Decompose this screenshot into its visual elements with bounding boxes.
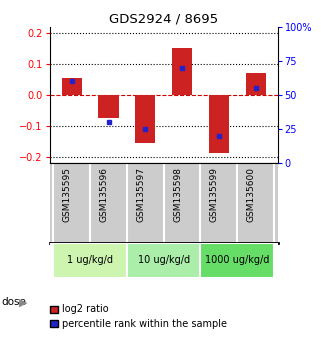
Bar [99,95,119,118]
Text: GSM135600: GSM135600 [247,167,256,222]
Text: GSM135596: GSM135596 [100,167,108,222]
FancyBboxPatch shape [53,243,127,278]
Bar [209,95,229,153]
Text: dose: dose [2,297,26,307]
FancyBboxPatch shape [201,243,274,278]
Bar [62,78,82,95]
Text: GSM135595: GSM135595 [63,167,72,222]
FancyBboxPatch shape [127,243,201,278]
Text: GSM135597: GSM135597 [136,167,145,222]
Text: ▶: ▶ [19,298,27,308]
Text: 1000 ug/kg/d: 1000 ug/kg/d [205,256,269,266]
Bar [246,73,266,95]
Text: GSM135599: GSM135599 [210,167,219,222]
Text: GSM135598: GSM135598 [173,167,182,222]
Text: percentile rank within the sample: percentile rank within the sample [62,319,227,329]
Bar [135,95,155,143]
Text: 1 ug/kg/d: 1 ug/kg/d [67,256,113,266]
Text: 10 ug/kg/d: 10 ug/kg/d [138,256,190,266]
Text: log2 ratio: log2 ratio [62,304,108,314]
Bar [172,48,192,95]
Title: GDS2924 / 8695: GDS2924 / 8695 [109,12,218,25]
